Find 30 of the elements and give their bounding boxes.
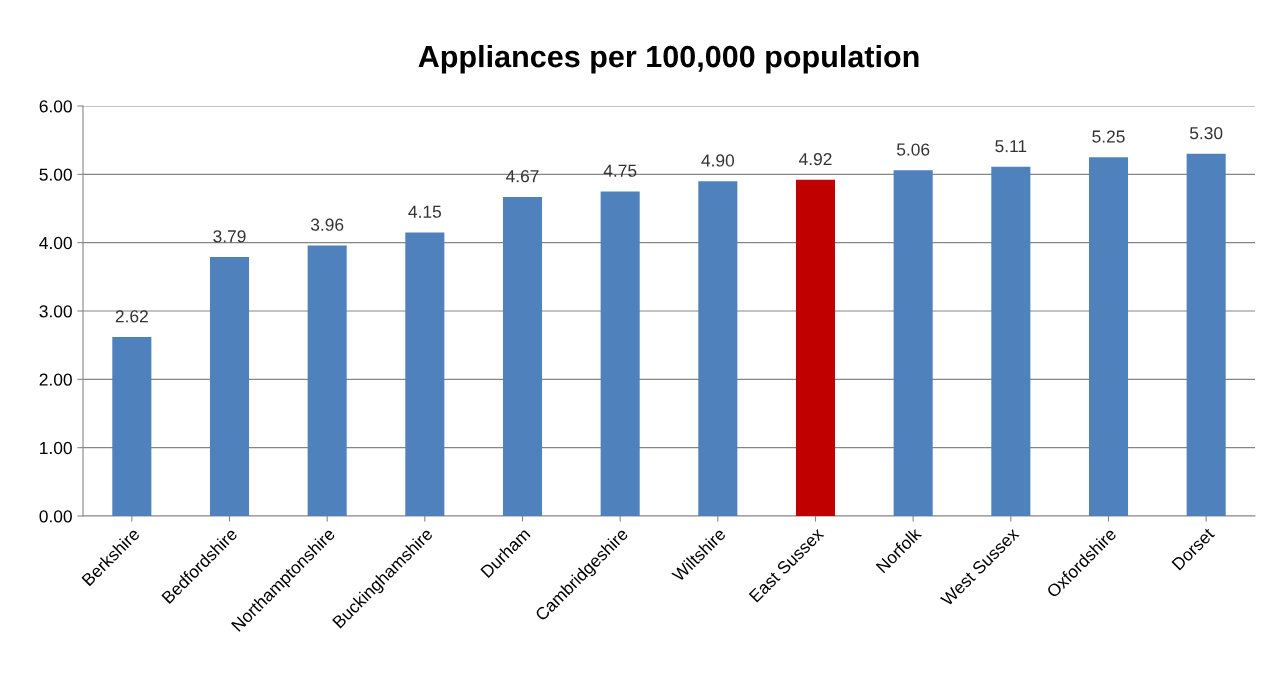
data-label: 4.92 [799, 152, 832, 166]
bar [600, 191, 640, 516]
y-tick-label: 6.00 [39, 100, 72, 113]
data-label: 5.30 [1189, 127, 1223, 140]
bar [209, 257, 250, 516]
bar [1088, 157, 1129, 516]
data-label: 4.15 [408, 205, 441, 218]
data-label: 5.11 [995, 140, 1027, 153]
bar [1186, 153, 1226, 516]
y-tick-label: 4.00 [39, 236, 72, 250]
bar [307, 245, 347, 516]
bar [698, 181, 738, 516]
data-label: 4.90 [701, 154, 735, 167]
y-tick-label: 2.00 [39, 373, 72, 386]
bar [795, 179, 836, 516]
bar [502, 196, 543, 516]
y-tick-label: 0.00 [39, 510, 72, 523]
data-label: 3.96 [310, 218, 344, 231]
bar [991, 166, 1031, 516]
bar [112, 336, 152, 516]
data-label: 3.79 [213, 230, 246, 243]
chart-title: Appliances per 100,000 population [418, 44, 919, 74]
data-label: 5.25 [1092, 130, 1125, 143]
y-tick-label: 3.00 [39, 305, 72, 318]
bar [893, 170, 933, 516]
data-label: 5.06 [896, 143, 930, 156]
y-tick-label: 5.00 [39, 168, 72, 181]
bar [405, 232, 445, 516]
data-label: 2.62 [115, 310, 148, 323]
y-tick-label: 1.00 [40, 441, 72, 455]
